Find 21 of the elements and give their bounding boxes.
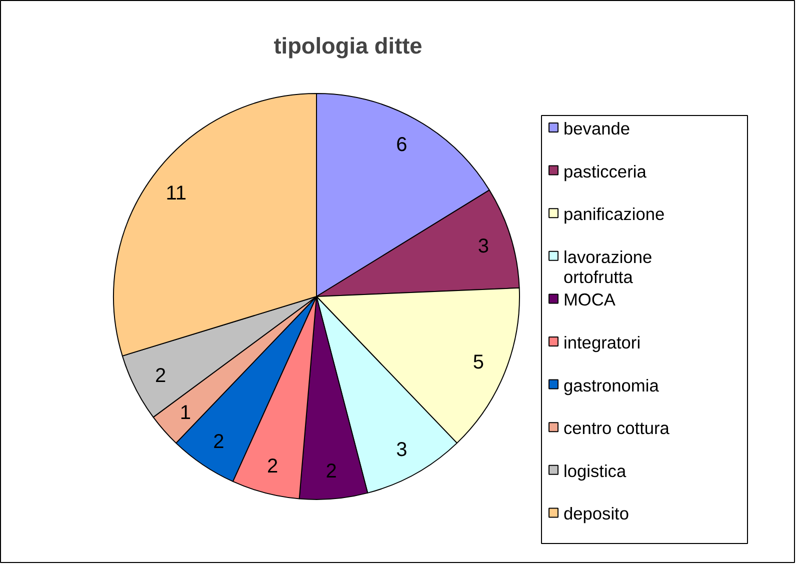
data-label: 5 (472, 352, 484, 374)
legend-label: centro cottura (564, 418, 670, 438)
legend-label: MOCA (564, 290, 616, 310)
data-label: 2 (266, 455, 278, 478)
data-label: 11 (166, 182, 187, 205)
data-label: 2 (155, 365, 166, 388)
legend-label: pasticceria (564, 161, 647, 182)
legend-label: integratori (564, 332, 641, 352)
chart-title: tipologia ditte (274, 32, 422, 58)
legend-label: bevande (564, 118, 630, 138)
data-label: 2 (326, 460, 337, 482)
data-label: 2 (213, 431, 224, 454)
legend-label: panificazione (564, 204, 665, 224)
data-label: 1 (180, 402, 192, 424)
data-label: 3 (396, 438, 408, 461)
legend-label: logistica (564, 460, 626, 481)
legend-label: deposito (564, 504, 630, 524)
data-label: 3 (478, 235, 489, 258)
legend-label: gastronomia (564, 375, 660, 396)
legend-label: lavorazione ortofrutta (564, 246, 652, 287)
data-label: 6 (396, 134, 408, 156)
